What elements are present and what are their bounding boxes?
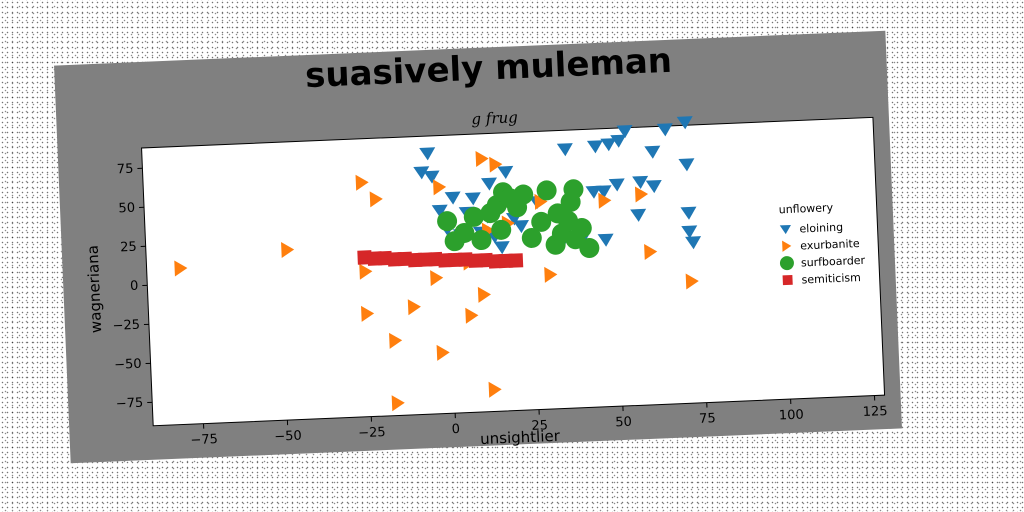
point-exurbanite [174,260,188,277]
point-semiticism [508,253,524,268]
chart-axes: −75 −50 −25 0 25 50 75 100 125 −75 −50 −25 0 25 50 75 [112,162,888,449]
point-exurbanite [465,307,479,324]
point-surfboarder [454,222,475,243]
legend-marker-surfboarder [779,256,794,271]
legend-marker-exurbanite [782,240,792,252]
x-tick-label: 100 [779,408,804,424]
point-eloining [556,143,573,157]
y-tick-label: 25 [120,240,137,256]
point-eloining [595,185,612,199]
point-exurbanite [598,192,612,209]
legend-label-semiticism: semiticism [801,271,861,286]
point-exurbanite [369,191,383,208]
point-eloining [493,241,510,255]
point-surfboarder [491,219,512,240]
y-tick-label: 50 [118,201,135,217]
point-eloining [630,208,647,222]
point-exurbanite [477,286,491,303]
point-eloining [616,124,633,139]
legend-label-exurbanite: exurbanite [800,237,860,252]
point-eloining [586,140,603,154]
x-tick-label: −50 [274,429,302,445]
point-eloining [676,116,693,130]
point-exurbanite [433,179,447,196]
point-exurbanite [391,395,405,412]
legend-label-surfboarder: surfboarder [801,254,866,270]
x-tick-label: −75 [190,432,218,448]
point-eloining [681,225,698,239]
plot-area [141,116,886,427]
point-exurbanite [355,174,369,191]
point-eloining [632,175,649,190]
point-exurbanite [534,193,548,210]
point-exurbanite [436,344,450,361]
point-eloining [597,233,614,247]
point-eloining [419,147,436,161]
legend-title: unflowery [778,201,833,216]
point-eloining [497,165,514,180]
legend-label-eloining: eloining [799,221,843,236]
point-exurbanite [389,332,403,349]
point-exurbanite [407,299,421,316]
point-eloining [680,206,697,220]
x-tick-label: 125 [862,404,887,420]
point-surfboarder [437,211,458,232]
point-exurbanite [644,243,658,260]
point-exurbanite [359,263,373,280]
point-eloining [423,170,440,184]
point-surfboarder [463,206,484,227]
x-axis-label: unsightlier [480,427,561,448]
point-exurbanite [475,151,489,167]
point-exurbanite [361,305,375,322]
x-tick-label: 75 [699,411,716,427]
x-tick-label: 0 [451,422,460,437]
y-tick-label: 0 [130,279,139,294]
point-surfboarder [531,211,552,232]
y-tick-label: 75 [117,162,134,178]
point-surfboarder [513,184,534,205]
x-tick-label: 25 [531,418,548,434]
point-surfboarder [521,227,542,248]
point-surfboarder [471,230,492,251]
point-surfboarder [579,238,600,259]
point-exurbanite [281,242,295,258]
legend-marker-semiticism [782,274,793,286]
x-tick-label: −25 [358,425,386,441]
point-eloining [413,166,430,180]
point-eloining [685,236,702,250]
point-eloining [585,185,602,199]
point-eloining [512,219,529,234]
point-surfboarder [563,179,584,200]
point-exurbanite [685,273,699,290]
point-eloining [431,204,448,218]
point-eloining [678,158,695,172]
point-exurbanite [544,266,558,283]
chart-subtitle: g frug [471,108,518,128]
point-eloining [656,123,673,137]
point-eloining [608,178,625,192]
point-eloining [444,191,461,205]
point-eloining [480,177,497,191]
y-tick-label: −50 [114,357,142,373]
point-eloining [610,134,627,148]
y-tick-label: −25 [112,318,140,334]
y-axis-label: wagneriana [84,245,106,334]
y-tick-label: −75 [116,396,144,412]
point-exurbanite [488,381,502,398]
point-eloining [645,179,662,194]
x-tick-label: 50 [615,415,632,431]
point-eloining [464,192,481,206]
point-exurbanite [489,156,503,173]
point-eloining [600,138,617,152]
point-eloining [644,145,661,159]
point-exurbanite [634,186,649,203]
point-surfboarder [536,180,557,201]
chart-marks [174,116,702,412]
point-exurbanite [430,270,444,287]
legend-marker-eloining [779,224,791,235]
point-surfboarder [571,218,592,239]
